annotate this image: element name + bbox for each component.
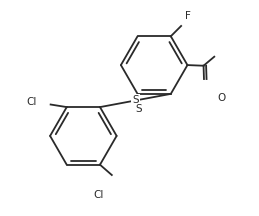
Text: S: S (136, 104, 142, 114)
Text: Cl: Cl (93, 190, 103, 200)
Text: Cl: Cl (26, 97, 37, 106)
Text: O: O (218, 93, 226, 103)
Text: F: F (185, 11, 191, 21)
Text: S: S (132, 95, 139, 105)
